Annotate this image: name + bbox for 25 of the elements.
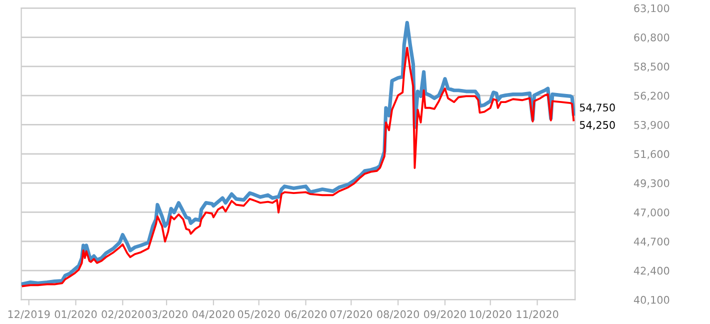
y-tick-label: 51,600 xyxy=(634,150,670,160)
y-tick-label: 58,500 xyxy=(634,62,670,72)
y-tick-label: 53,900 xyxy=(634,120,670,130)
x-tick-label: 10/2020 xyxy=(470,310,512,319)
x-tick-label: 07/2020 xyxy=(330,310,372,319)
y-tick-label: 44,700 xyxy=(634,238,670,247)
x-tick-label: 04/2020 xyxy=(192,310,234,319)
annotation: 54,750 xyxy=(580,104,615,112)
y-tick-label: 56,200 xyxy=(634,92,670,101)
x-tick-label: 05/2020 xyxy=(238,310,280,319)
x-tick-label: 02/2020 xyxy=(102,310,144,319)
y-tick-label: 40,100 xyxy=(634,296,670,305)
y-tick-label: 49,300 xyxy=(634,179,670,188)
annotation: 54,250 xyxy=(580,121,615,130)
x-tick-label: 11/2020 xyxy=(516,310,558,319)
x-tick-label: 06/2020 xyxy=(284,310,327,319)
x-tick-label: 09/2020 xyxy=(424,310,466,319)
x-tick-label: 08/2020 xyxy=(377,310,420,319)
y-tick-label: 63,100 xyxy=(634,4,670,14)
y-tick-label: 60,800 xyxy=(634,33,670,42)
x-tick-label: 03/2020 xyxy=(146,310,188,319)
y-tick-label: 47,000 xyxy=(634,208,670,218)
x-tick-label: 01/2020 xyxy=(54,310,97,319)
x-tick-label: 12/2019 xyxy=(8,310,50,319)
y-tick-label: 42,400 xyxy=(634,266,670,276)
